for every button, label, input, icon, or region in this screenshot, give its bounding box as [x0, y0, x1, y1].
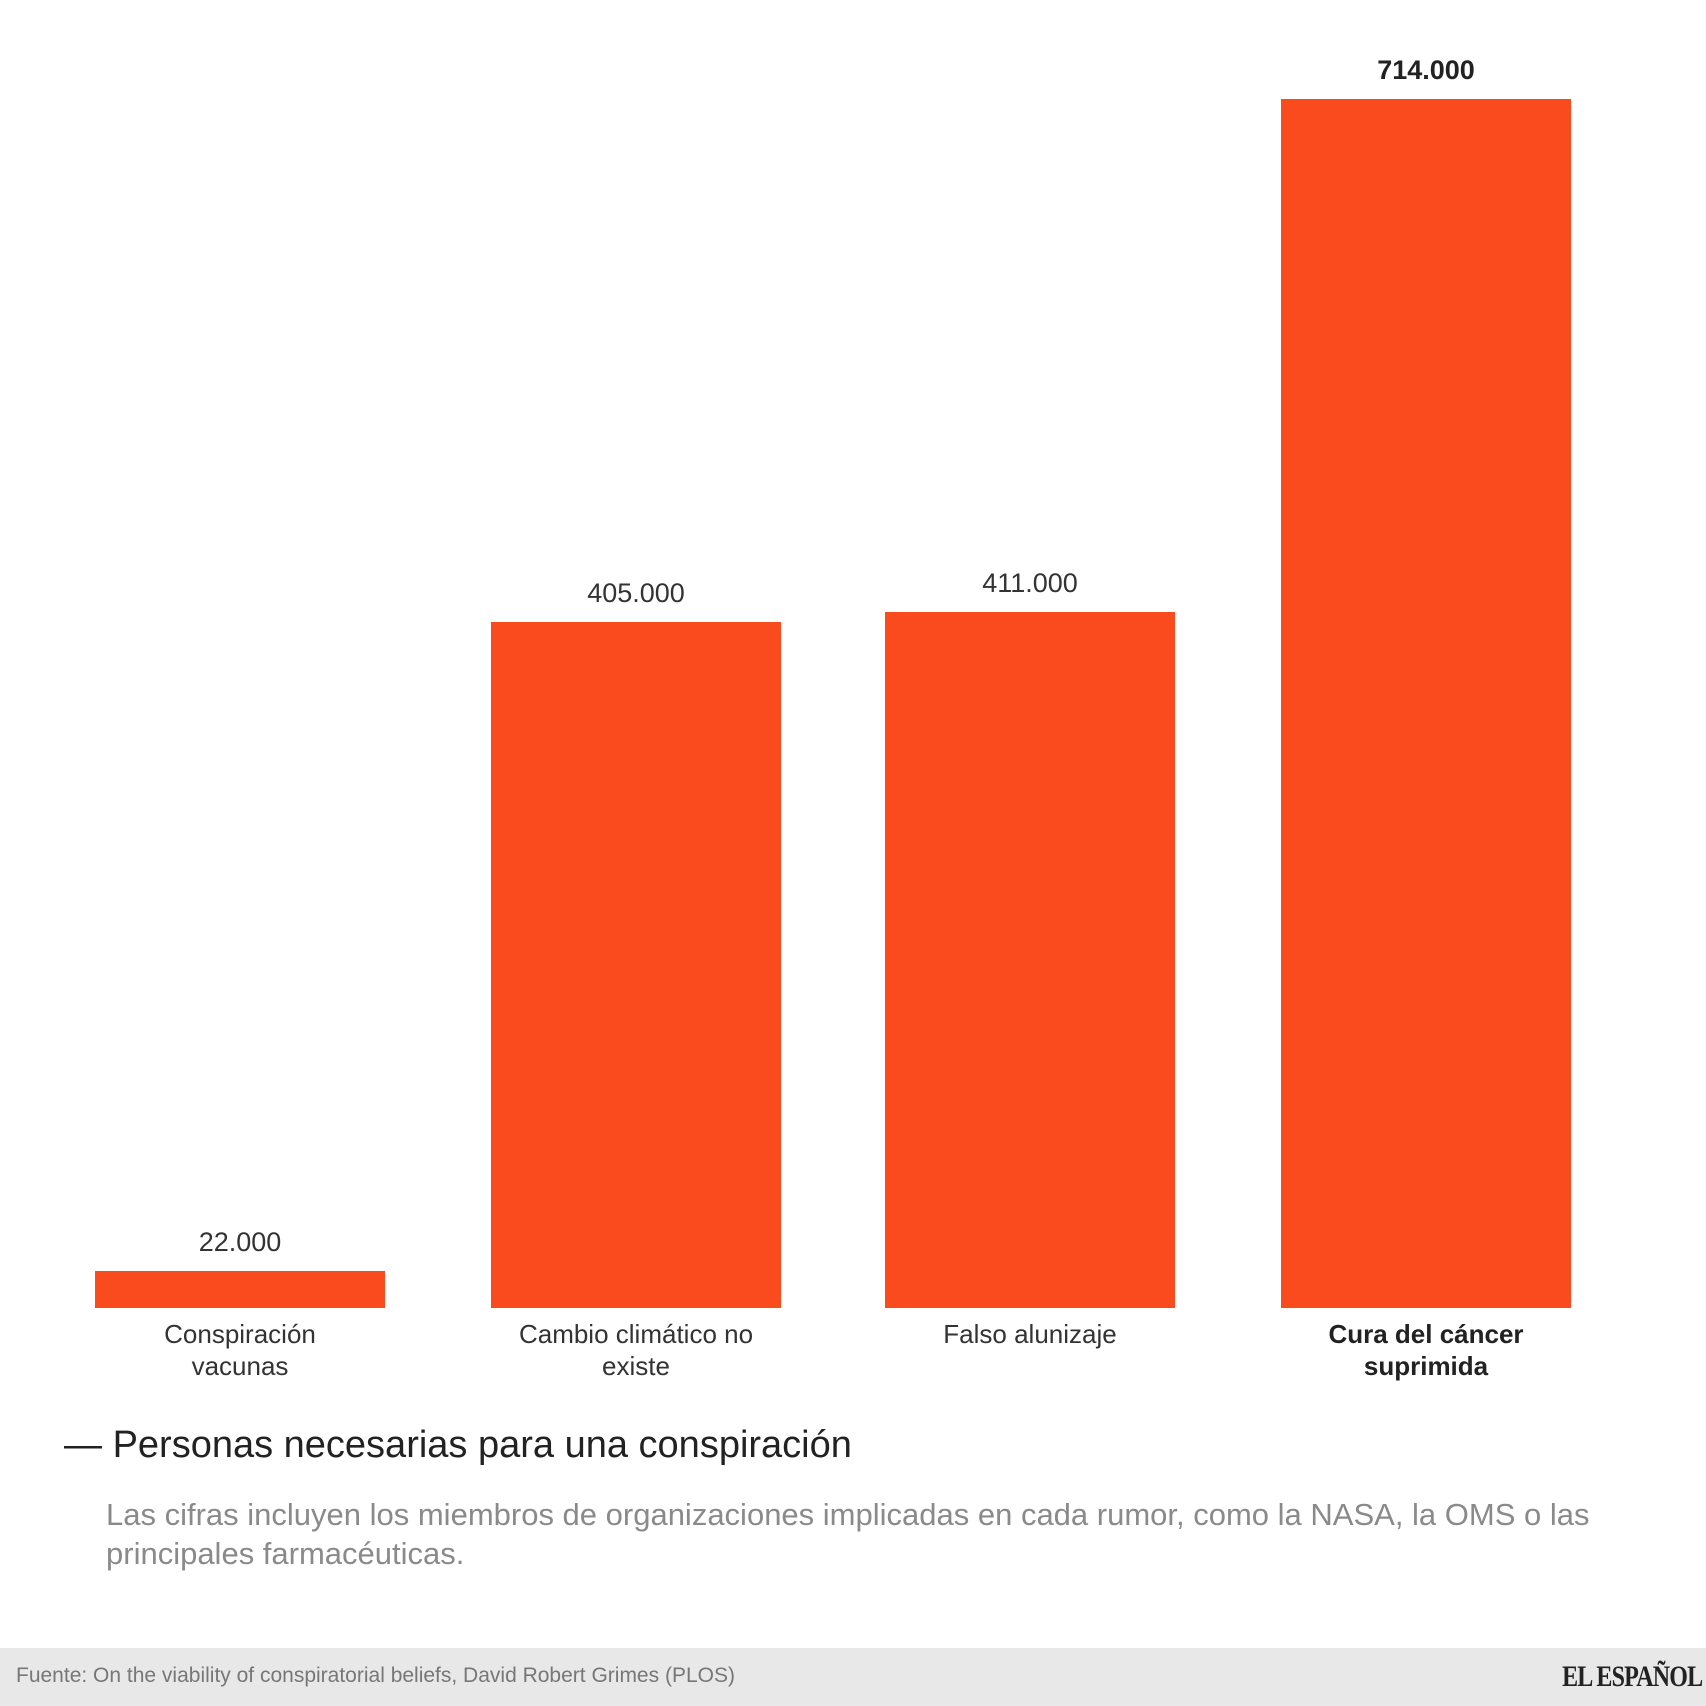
- category-label-2: Cambio climático no existe: [476, 1318, 796, 1382]
- category-label-line: vacunas: [191, 1351, 289, 1381]
- title-text: Personas necesarias para una conspiració…: [112, 1424, 852, 1466]
- category-label-line: existe: [602, 1351, 670, 1381]
- value-label-4: 714.000: [1377, 55, 1475, 85]
- value-label-1: 22.000: [198, 1226, 282, 1257]
- footer-bar: Fuente: On the viability of conspiratori…: [0, 1648, 1706, 1706]
- category-label-line: Falso alunizaje: [943, 1319, 1117, 1349]
- bar-1: [95, 1270, 385, 1308]
- value-label-2: 405.000: [587, 578, 685, 609]
- category-label-line: Conspiración: [164, 1319, 316, 1349]
- category-label-line: Cambio climático no: [518, 1319, 754, 1349]
- category-label-3: Falso alunizaje: [870, 1318, 1190, 1350]
- category-label-4: Cura del cáncer suprimida: [1266, 1318, 1586, 1382]
- value-label-3: 411.000: [982, 568, 1078, 599]
- bar-4: [1281, 99, 1571, 1308]
- chart-subtitle: Las cifras incluyen los miembros de orga…: [106, 1497, 1590, 1571]
- category-label-line: Cura del cáncer: [1328, 1319, 1524, 1349]
- bar-chart: 22.000 Conspiración vacunas 405.000 Cambio c…: [80, 55, 1586, 1382]
- brand-logo: EL ESPAÑOL: [1561, 1660, 1703, 1693]
- category-label-1: Conspiración vacunas: [80, 1318, 400, 1382]
- bar-3: [885, 612, 1175, 1308]
- title-dash: —: [64, 1424, 102, 1466]
- chart-title: — Personas necesarias para una conspirac…: [64, 1424, 852, 1467]
- bar-2: [491, 622, 781, 1308]
- category-label-line: suprimida: [1363, 1351, 1489, 1381]
- source-note: Fuente: On the viability of conspiratori…: [16, 1664, 735, 1687]
